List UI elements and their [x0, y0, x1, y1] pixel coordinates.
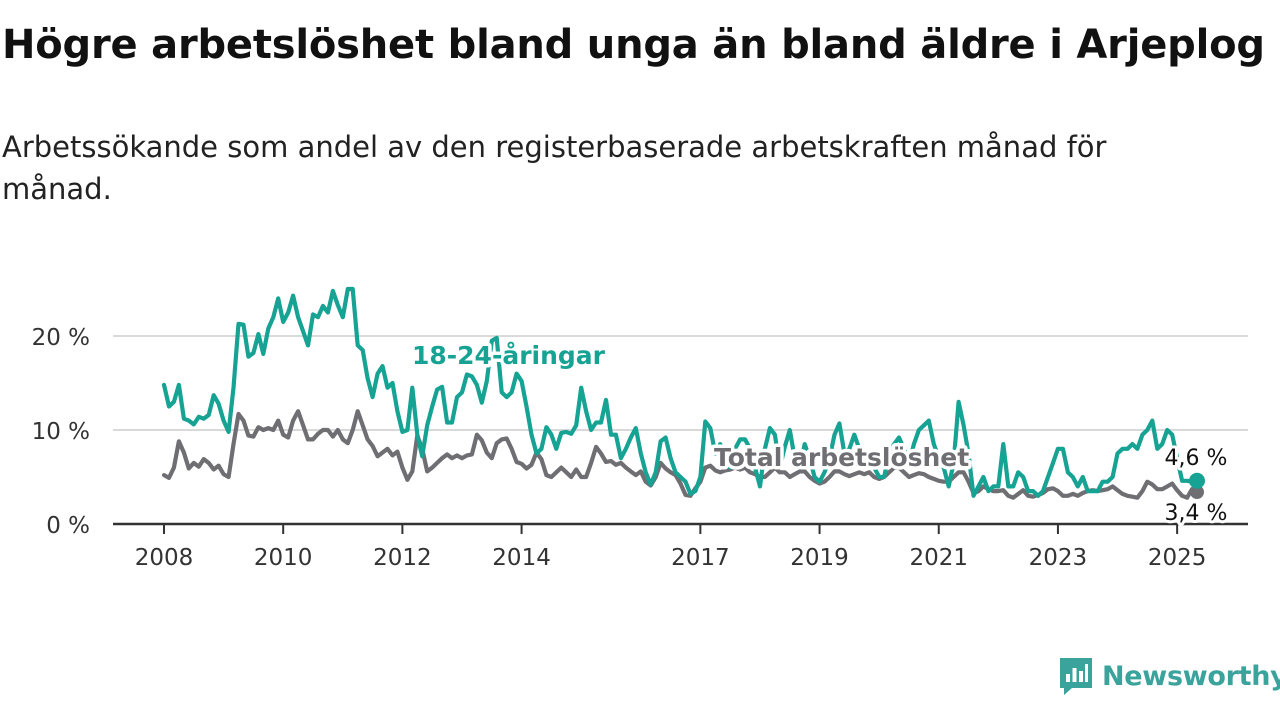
- end-marker-total: [1190, 485, 1204, 500]
- x-tick-label: 2019: [790, 545, 849, 571]
- chart-title: Högre arbetslöshet bland unga än bland ä…: [2, 22, 1265, 68]
- x-axis: [113, 522, 1248, 534]
- series-label-total-text: Total arbetslöshet: [714, 443, 969, 472]
- y-tick-label: 20 %: [32, 325, 90, 351]
- x-tick-label: 2012: [373, 545, 432, 571]
- series-label-youth-halo: 18-24-åringar: [412, 341, 606, 370]
- end-label-youth-text: 4,6 %: [1165, 446, 1228, 471]
- series-lines: [161, 286, 1200, 500]
- series-label-total-halo: Total arbetslöshet: [714, 443, 969, 472]
- x-tick-label: 2008: [135, 545, 194, 571]
- newsworthy-brand: Newsworthy: [1058, 654, 1280, 698]
- series-line-youth: [161, 286, 1200, 498]
- series-line-total: [161, 409, 1200, 500]
- end-label-total: 3,4 %3,4 %: [1162, 498, 1231, 529]
- x-tick-label: 2023: [1029, 545, 1088, 571]
- y-tick-label: 0 %: [46, 513, 90, 539]
- x-tick-label: 2010: [254, 545, 313, 571]
- end-label-youth: 4,6 %4,6 %: [1162, 443, 1231, 474]
- end-marker-youth: [1189, 472, 1205, 489]
- x-tick-label: 2017: [671, 545, 730, 571]
- y-axis-tick-labels: 0 % 10 % 20 %: [32, 325, 90, 539]
- chart-subtitle: Arbetssökande som andel av den registerb…: [2, 130, 1107, 206]
- brand-name: Newsworthy: [1102, 660, 1280, 692]
- newsworthy-logo-icon: [1060, 658, 1092, 695]
- end-label-youth-halo: 4,6 %: [1165, 446, 1228, 471]
- series-label-youth-text: 18-24-åringar: [412, 341, 606, 370]
- x-tick-label: 2014: [492, 545, 551, 571]
- end-label-total-text: 3,4 %: [1165, 501, 1228, 526]
- end-label-total-halo: 3,4 %: [1165, 501, 1228, 526]
- y-tick-label: 10 %: [32, 419, 90, 445]
- x-axis-tick-labels: 2008 2010 2012 2014 2017 2019 2021 2023 2025: [135, 545, 1207, 571]
- x-tick-label: 2025: [1148, 545, 1207, 571]
- gridlines: [113, 335, 1248, 431]
- x-tick-label: 2021: [909, 545, 968, 571]
